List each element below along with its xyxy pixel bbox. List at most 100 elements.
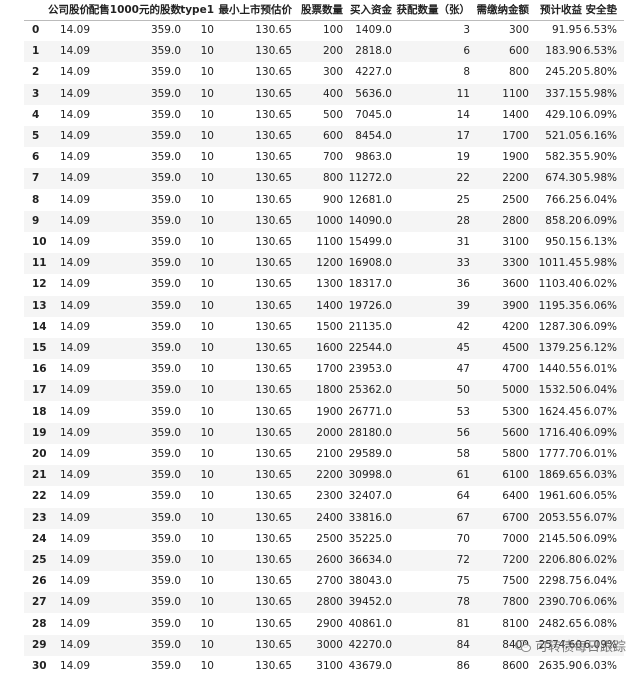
table-cell: 22 [456, 172, 470, 185]
table-cell: 6.07% [583, 405, 617, 418]
row-index: 25 [32, 554, 47, 566]
table-cell: 5.80% [583, 66, 617, 79]
table-cell: 10 [200, 426, 214, 439]
table-cell: 5.98% [583, 172, 617, 185]
table-cell: 6.04% [583, 193, 617, 206]
table-cell: 359.0 [150, 490, 181, 503]
table-cell: 130.65 [255, 342, 292, 354]
table-cell: 130.65 [255, 384, 292, 397]
table-cell: 7800 [502, 596, 529, 609]
table-cell: 200 [322, 45, 343, 58]
row-index: 18 [32, 405, 47, 418]
table-cell: 10 [200, 66, 214, 79]
table-cell: 14.09 [59, 554, 90, 566]
table-cell: 1100 [316, 236, 343, 248]
table-cell: 1700 [316, 363, 343, 376]
table-cell: 2200 [502, 172, 529, 185]
column-header: 获配数量（张） [396, 4, 471, 16]
table-cell: 1624.45 [538, 405, 582, 418]
table-cell: 6.04% [583, 384, 617, 397]
table-cell: 81 [456, 617, 470, 630]
table-cell: 6.09% [583, 320, 617, 333]
table-cell: 3000 [316, 638, 343, 651]
table-cell: 14.09 [59, 278, 90, 291]
table-cell: 19726.0 [348, 299, 392, 312]
table-cell: 1440.55 [538, 363, 582, 376]
table-cell: 2818.0 [355, 45, 392, 58]
table-cell: 359.0 [150, 426, 181, 439]
table-cell: 1900 [502, 151, 529, 164]
table-cell: 359.0 [150, 24, 181, 36]
table-cell: 5636.0 [355, 87, 392, 100]
table-cell: 10 [200, 236, 214, 248]
table-cell: 70 [456, 532, 470, 545]
row-index: 1 [32, 45, 40, 58]
table-cell: 6.08% [583, 617, 617, 630]
table-cell: 130.65 [255, 257, 292, 270]
table-cell: 2400 [316, 511, 343, 524]
table-cell: 6 [463, 45, 470, 58]
header-rule [24, 20, 624, 21]
table-cell: 359.0 [150, 405, 181, 418]
table-cell: 25 [456, 193, 470, 206]
table-cell: 6.53% [583, 24, 617, 36]
table-cell: 10 [200, 448, 214, 460]
table-cell: 17 [456, 130, 470, 142]
table-cell: 10 [200, 130, 214, 142]
column-header: 股票数量 [301, 4, 343, 16]
table-cell: 12681.0 [348, 193, 392, 206]
table-cell: 2500 [502, 193, 529, 206]
row-index: 8 [32, 193, 40, 206]
table-cell: 359.0 [150, 299, 181, 312]
row-index: 23 [32, 511, 47, 524]
watermark: 可转债每日跟踪 [514, 636, 626, 655]
table-cell: 5.98% [583, 87, 617, 100]
table-cell: 40861.0 [348, 617, 392, 630]
table-cell: 359.0 [150, 214, 181, 227]
table-cell: 5000 [502, 384, 529, 397]
table-cell: 130.65 [255, 214, 292, 227]
table-cell: 337.15 [545, 87, 582, 100]
table-cell: 2206.80 [538, 554, 582, 566]
row-stripe [24, 168, 624, 190]
table-cell: 10 [200, 214, 214, 227]
table-cell: 6.05% [583, 490, 617, 503]
table-cell: 36 [456, 278, 470, 291]
table-cell: 300 [508, 24, 529, 36]
table-cell: 700 [322, 151, 343, 164]
table-cell: 359.0 [150, 151, 181, 164]
row-stripe [24, 465, 624, 487]
table-cell: 42270.0 [348, 638, 392, 651]
table-cell: 14.09 [59, 193, 90, 206]
table-cell: 500 [322, 108, 343, 121]
table-cell: 26771.0 [348, 405, 392, 418]
table-cell: 18317.0 [348, 278, 392, 291]
table-cell: 43679.0 [348, 660, 392, 672]
table-cell: 130.65 [255, 108, 292, 121]
column-header: 需缴纳金额 [476, 4, 530, 16]
table-cell: 6.12% [583, 342, 617, 354]
table-cell: 1100 [502, 87, 529, 100]
table-cell: 86 [456, 660, 470, 672]
table-cell: 14.09 [59, 342, 90, 354]
table-cell: 14.09 [59, 490, 90, 503]
table-cell: 766.25 [545, 193, 582, 206]
table-cell: 39452.0 [348, 596, 392, 609]
table-cell: 14.09 [59, 299, 90, 312]
table-cell: 10 [200, 638, 214, 651]
table-cell: 14.09 [59, 130, 90, 142]
table-cell: 28180.0 [348, 426, 392, 439]
table-cell: 75 [456, 575, 470, 588]
row-index: 0 [32, 24, 40, 36]
column-header: 配售1000元的股数 [88, 4, 181, 16]
table-cell: 14.09 [59, 596, 90, 609]
table-cell: 950.15 [545, 236, 582, 248]
table-cell: 64 [456, 490, 470, 503]
row-stripe [24, 592, 624, 614]
table-cell: 23953.0 [348, 363, 392, 376]
table-cell: 7045.0 [355, 108, 392, 121]
table-cell: 3900 [502, 299, 529, 312]
table-cell: 1600 [316, 342, 343, 354]
table-cell: 38043.0 [348, 575, 392, 588]
table-cell: 1011.45 [538, 257, 582, 270]
